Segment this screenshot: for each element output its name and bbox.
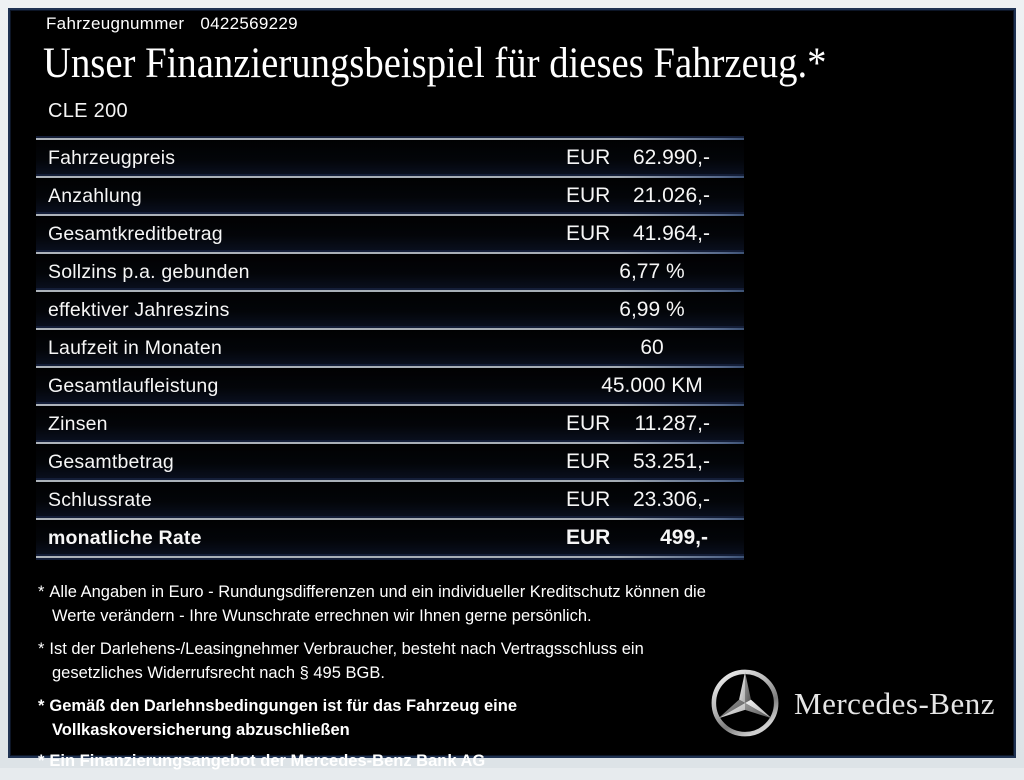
table-row: Schlussrate EUR 23.306,- — [36, 482, 744, 518]
footnote-marker: * — [38, 751, 45, 770]
table-divider — [36, 252, 744, 254]
row-amount: 62.990,- — [632, 146, 710, 169]
row-currency: EUR — [566, 222, 611, 245]
footnotes: * Alle Angaben in Euro - Rundungsdifferen… — [38, 581, 746, 780]
row-amount: 41.964,- — [632, 222, 710, 245]
footnote-marker: * — [38, 640, 45, 659]
table-divider — [36, 176, 744, 178]
row-label: Laufzeit in Monaten — [48, 336, 222, 359]
table-divider — [36, 328, 744, 330]
finance-table: Fahrzeugpreis EUR 62.990,- Anzahlung EUR 2… — [36, 138, 744, 558]
row-label: Anzahlung — [48, 184, 142, 207]
row-currency: EUR — [566, 488, 611, 511]
footnote: * Gemäß den Darlehnsbedingungen ist für d… — [38, 695, 746, 742]
footnote-text: Alle Angaben in Euro - Rundungsdifferenz… — [49, 583, 706, 625]
row-amount: 23.306,- — [632, 488, 710, 511]
table-divider — [36, 556, 744, 558]
table-row: Laufzeit in Monaten 60 — [36, 330, 744, 366]
row-currency: EUR — [566, 412, 611, 435]
page-title: Unser Finanzierungsbeispiel für dieses F… — [43, 40, 827, 87]
mercedes-star-icon — [711, 669, 779, 737]
table-divider — [36, 138, 744, 140]
vehicle-number-value: 0422569229 — [200, 14, 298, 33]
table-divider — [36, 518, 744, 520]
row-amount: 53.251,- — [632, 450, 710, 473]
table-row-monthly-rate: monatliche Rate EUR 499,- — [36, 520, 744, 556]
table-divider — [36, 480, 744, 482]
table-row: Gesamtkreditbetrag EUR 41.964,- — [36, 216, 744, 252]
table-divider — [36, 366, 744, 368]
row-label: Sollzins p.a. gebunden — [48, 260, 250, 283]
table-row: effektiver Jahreszins 6,99 % — [36, 292, 744, 328]
finance-offer-panel: Fahrzeugnummer 0422569229 Unser Finanzier… — [8, 8, 1016, 770]
row-value: 45.000 KM — [601, 374, 703, 397]
row-amount: 11.287,- — [634, 412, 711, 435]
footnote: * Alle Angaben in Euro - Rundungsdifferen… — [38, 581, 746, 628]
table-row: Fahrzeugpreis EUR 62.990,- — [36, 140, 744, 176]
row-label: Schlussrate — [48, 488, 153, 511]
table-divider — [36, 404, 744, 406]
table-row: Anzahlung EUR 21.026,- — [36, 178, 744, 214]
footnote-text: Ein Finanzierungsangebot der Mercedes-Be… — [49, 751, 486, 770]
table-divider — [36, 214, 744, 216]
row-label: Fahrzeugpreis — [48, 146, 176, 169]
row-label: Gesamtlaufleistung — [48, 374, 219, 397]
table-row: Zinsen EUR 11.287,- — [36, 406, 744, 442]
footnote-marker: * — [38, 697, 45, 716]
brand-block: Mercedes-Benz — [710, 664, 1000, 744]
row-currency: EUR — [566, 184, 611, 207]
row-label: Gesamtkreditbetrag — [48, 222, 223, 245]
footnote: * Ist der Darlehens-/Leasingnehmer Verbra… — [38, 638, 746, 685]
row-currency: EUR — [566, 526, 611, 549]
footnote-text: Gemäß den Darlehnsbedingungen ist für da… — [49, 697, 517, 739]
brand-wordmark: Mercedes-Benz — [794, 686, 996, 721]
footnote-text: Ist der Darlehens-/Leasingnehmer Verbrau… — [49, 640, 644, 682]
row-amount: 499,- — [660, 526, 708, 549]
row-label: monatliche Rate — [48, 526, 202, 549]
row-currency: EUR — [566, 450, 611, 473]
row-value: 6,99 % — [619, 298, 685, 321]
table-row: Sollzins p.a. gebunden 6,77 % — [36, 254, 744, 290]
row-amount: 21.026,- — [632, 184, 710, 207]
footnote: * Ein Finanzierungsangebot der Mercedes-B… — [38, 750, 746, 774]
footnote-marker: * — [38, 583, 45, 601]
row-value: 6,77 % — [619, 260, 685, 283]
row-label: effektiver Jahreszins — [48, 298, 230, 321]
model-name: CLE 200 — [48, 100, 128, 122]
row-label: Gesamtbetrag — [48, 450, 174, 473]
vehicle-number: Fahrzeugnummer 0422569229 — [46, 14, 298, 34]
table-row: Gesamtbetrag EUR 53.251,- — [36, 444, 744, 480]
vehicle-number-label: Fahrzeugnummer — [46, 14, 185, 33]
table-divider — [36, 442, 744, 444]
row-value: 60 — [640, 336, 664, 359]
row-label: Zinsen — [48, 412, 108, 435]
table-divider — [36, 290, 744, 292]
row-currency: EUR — [566, 146, 611, 169]
table-row: Gesamtlaufleistung 45.000 KM — [36, 368, 744, 404]
